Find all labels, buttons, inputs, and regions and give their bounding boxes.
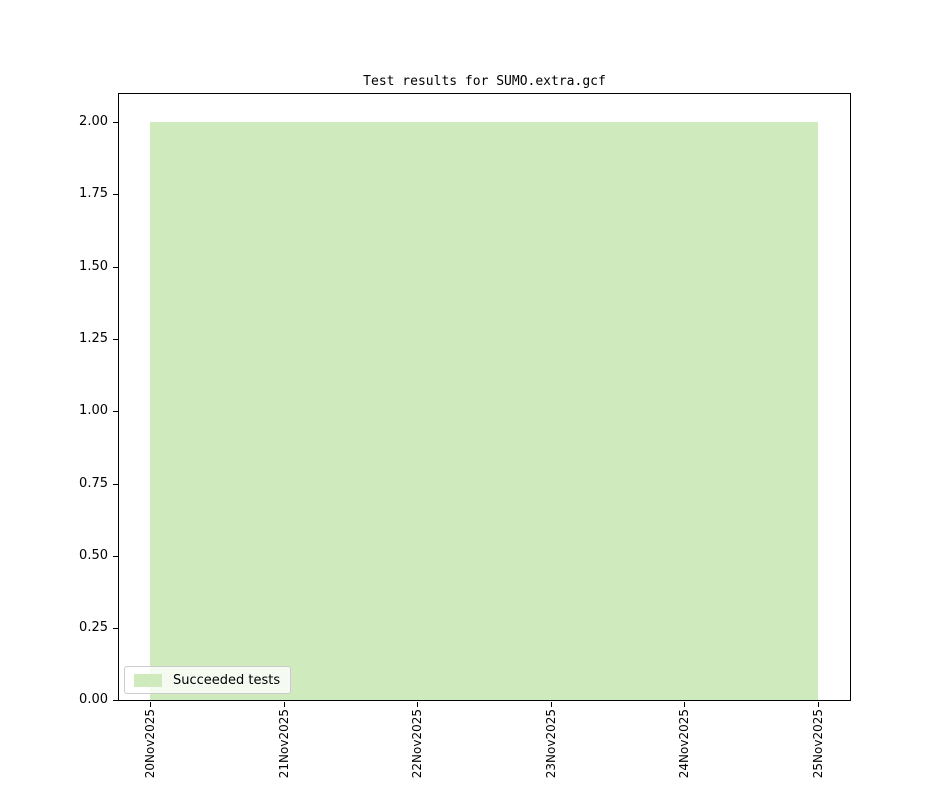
x-tick-mark: [284, 702, 285, 707]
y-axis-tick-label: 1.50: [79, 259, 108, 274]
legend-swatch-succeeded-tests: [134, 673, 162, 687]
y-tick-mark: [113, 122, 118, 123]
y-tick-mark: [113, 194, 118, 195]
legend: Succeeded tests: [124, 666, 292, 694]
y-tick-mark: [113, 628, 118, 629]
y-tick-mark: [113, 411, 118, 412]
y-axis-tick-label: 1.00: [79, 403, 108, 418]
x-tick-mark: [150, 702, 151, 707]
y-axis-tick-label: 2.00: [79, 114, 108, 129]
x-axis-tick-label: 24Nov2025: [677, 709, 691, 779]
x-tick-mark: [684, 702, 685, 707]
y-tick-mark: [113, 556, 118, 557]
x-axis-tick-label: 22Nov2025: [410, 709, 424, 779]
x-axis-tick-label: 21Nov2025: [277, 709, 291, 779]
x-axis-tick-label: 20Nov2025: [143, 709, 157, 779]
y-tick-mark: [113, 267, 118, 268]
y-axis-tick-label: 1.25: [79, 331, 108, 346]
area-fill-succeeded-tests: [150, 122, 818, 700]
chart-title: Test results for SUMO.extra.gcf: [363, 74, 606, 89]
y-tick-mark: [113, 484, 118, 485]
y-tick-mark: [113, 700, 118, 701]
x-axis-tick-label: 25Nov2025: [811, 709, 825, 779]
x-axis-tick-label: 23Nov2025: [544, 709, 558, 779]
x-tick-mark: [417, 702, 418, 707]
y-axis-tick-label: 0.25: [79, 620, 108, 635]
y-axis-tick-label: 0.00: [79, 692, 108, 707]
y-axis-tick-label: 0.75: [79, 476, 108, 491]
y-axis-tick-label: 0.50: [79, 548, 108, 563]
x-tick-mark: [551, 702, 552, 707]
y-axis-tick-label: 1.75: [79, 186, 108, 201]
x-tick-mark: [818, 702, 819, 707]
y-tick-mark: [113, 339, 118, 340]
legend-label: Succeeded tests: [173, 672, 281, 688]
